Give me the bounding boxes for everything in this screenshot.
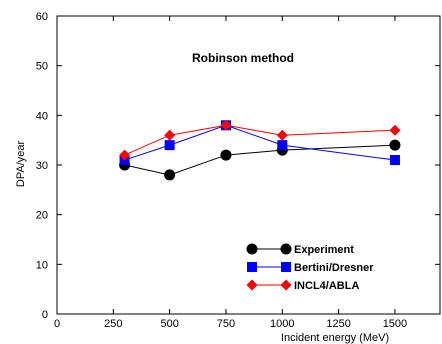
y-tick-label: 40 xyxy=(36,110,48,122)
legend-entry: Experiment xyxy=(246,243,354,256)
data-point xyxy=(277,140,288,151)
legend-label: INCL4/ABLA xyxy=(294,280,359,292)
legend: Experiment Bertini/Dresner INCL4/ABLA xyxy=(246,243,374,292)
chart-annotation: Robinson method xyxy=(192,51,294,65)
y-tick-label: 50 xyxy=(36,61,48,73)
data-point xyxy=(119,149,131,161)
legend-marker xyxy=(246,279,258,291)
legend-marker xyxy=(280,279,292,291)
data-point xyxy=(220,119,232,131)
data-point xyxy=(220,149,232,161)
y-tick-label: 30 xyxy=(36,160,48,172)
x-tick-label: 1000 xyxy=(270,318,294,330)
legend-label: Bertini/Dresner xyxy=(294,262,374,274)
x-tick-label: 250 xyxy=(104,318,122,330)
series-incl4-abla xyxy=(119,119,401,161)
x-axis-title: Incident energy (MeV) xyxy=(281,332,389,344)
y-tick-label: 60 xyxy=(36,11,48,23)
data-point xyxy=(164,169,176,181)
legend-label: Experiment xyxy=(294,244,354,256)
legend-marker xyxy=(280,243,292,255)
x-tick-label: 1500 xyxy=(383,318,407,330)
series-experiment xyxy=(119,139,401,181)
y-tick-label: 20 xyxy=(36,210,48,222)
legend-entry: Bertini/Dresner xyxy=(247,262,374,274)
x-tick-label: 500 xyxy=(160,318,178,330)
y-tick-label: 0 xyxy=(42,309,48,321)
series-layer xyxy=(119,119,401,181)
data-point xyxy=(389,139,401,151)
legend-marker xyxy=(246,243,258,255)
legend-marker xyxy=(247,262,257,272)
data-point xyxy=(164,140,175,151)
data-point xyxy=(389,124,401,136)
legend-entry: INCL4/ABLA xyxy=(246,279,359,292)
legend-marker xyxy=(281,262,291,272)
x-tick-label: 0 xyxy=(54,318,60,330)
series-bertini-dresner xyxy=(119,120,400,166)
y-tick-label: 10 xyxy=(36,259,48,271)
x-tick-label: 750 xyxy=(217,318,235,330)
x-tick-label: 1250 xyxy=(326,318,350,330)
data-point xyxy=(276,129,288,141)
y-axis-title: DPA/year xyxy=(15,141,27,188)
ticks: 0 250 500 750 1000 1250 1500 0 10 20 30 40 50 60 xyxy=(36,11,440,330)
data-point xyxy=(164,129,176,141)
data-point xyxy=(389,155,400,166)
